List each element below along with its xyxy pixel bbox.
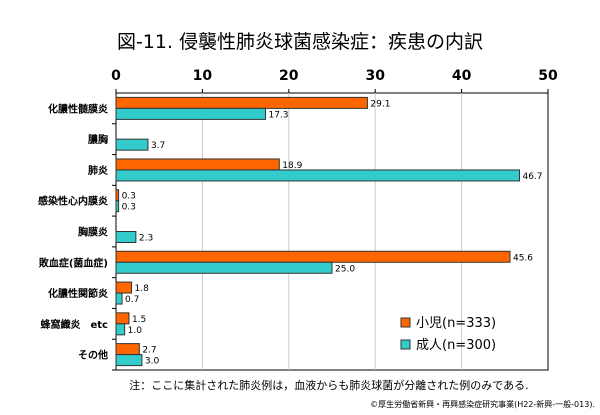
footnote: 注：ここに集計された肺炎例は，血液からも肺炎球菌が分離された例のみである. (129, 378, 528, 392)
bar-adult (115, 200, 120, 213)
x-tick-label: 50 (538, 68, 558, 84)
category-label: 化膿性関節炎 (48, 287, 108, 300)
x-tick-label: 40 (452, 68, 472, 84)
bar-adult (115, 138, 149, 151)
category-label: 肺炎 (88, 164, 108, 177)
data-label: 0.3 (122, 192, 136, 202)
bar-adult (115, 261, 333, 274)
bar-child (115, 189, 120, 202)
x-tick-label: 30 (365, 68, 385, 84)
bar-adult (115, 169, 520, 182)
x-tick-label: 20 (279, 68, 299, 84)
source-credit: ©厚生労働省新興・再興感染症研究事業(H22-新興-一般-013). (370, 399, 595, 409)
bar-child (115, 312, 130, 325)
legend-label: 成人(n=300) (416, 338, 496, 353)
bar-adult (115, 323, 126, 336)
data-label: 25.0 (335, 264, 355, 274)
bar-child (115, 343, 140, 356)
data-label: 1.0 (128, 326, 143, 336)
data-label: 2.3 (139, 234, 153, 244)
legend: 小児(n=333) 成人(n=300) (400, 316, 496, 353)
x-tick-label: 0 (111, 68, 121, 84)
data-label: 1.5 (132, 315, 146, 325)
category-label: 蜂窩織炎 etc (41, 318, 109, 331)
category-label: 化膿性髄膜炎 (48, 102, 108, 115)
legend-label: 小児(n=333) (416, 316, 496, 331)
data-label: 0.7 (125, 295, 139, 305)
data-label: 1.8 (135, 284, 150, 294)
plot-area (115, 92, 549, 371)
data-label: 29.1 (370, 99, 390, 109)
bar-child (115, 281, 133, 294)
bar-adult (115, 354, 143, 367)
legend-swatch (400, 339, 411, 350)
legend-swatch (400, 317, 411, 328)
bar-child (115, 96, 368, 109)
category-label: 感染性心内膜炎 (38, 195, 108, 208)
category-label: 膿胸 (88, 133, 108, 146)
chart-title: 図-11. 侵襲性肺炎球菌感染症：疾患の内訳 (117, 31, 483, 53)
data-label: 3.0 (145, 357, 160, 367)
bar-adult (115, 231, 137, 243)
x-tick-label: 10 (193, 68, 213, 84)
data-label: 45.6 (513, 253, 533, 263)
bar-adult (115, 107, 266, 120)
bar-child (115, 250, 511, 263)
category-label: その他 (78, 349, 108, 362)
data-label: 18.9 (282, 161, 302, 171)
data-label: 2.7 (142, 346, 156, 356)
data-label: 17.3 (268, 110, 288, 120)
data-label: 3.7 (151, 141, 165, 151)
data-label: 0.3 (122, 203, 136, 213)
data-label: 46.7 (522, 172, 542, 182)
category-label: 敗血症(菌血症) (39, 256, 108, 269)
bar-adult (115, 292, 123, 305)
bar-child (115, 158, 280, 171)
category-label: 胸膜炎 (78, 226, 108, 239)
